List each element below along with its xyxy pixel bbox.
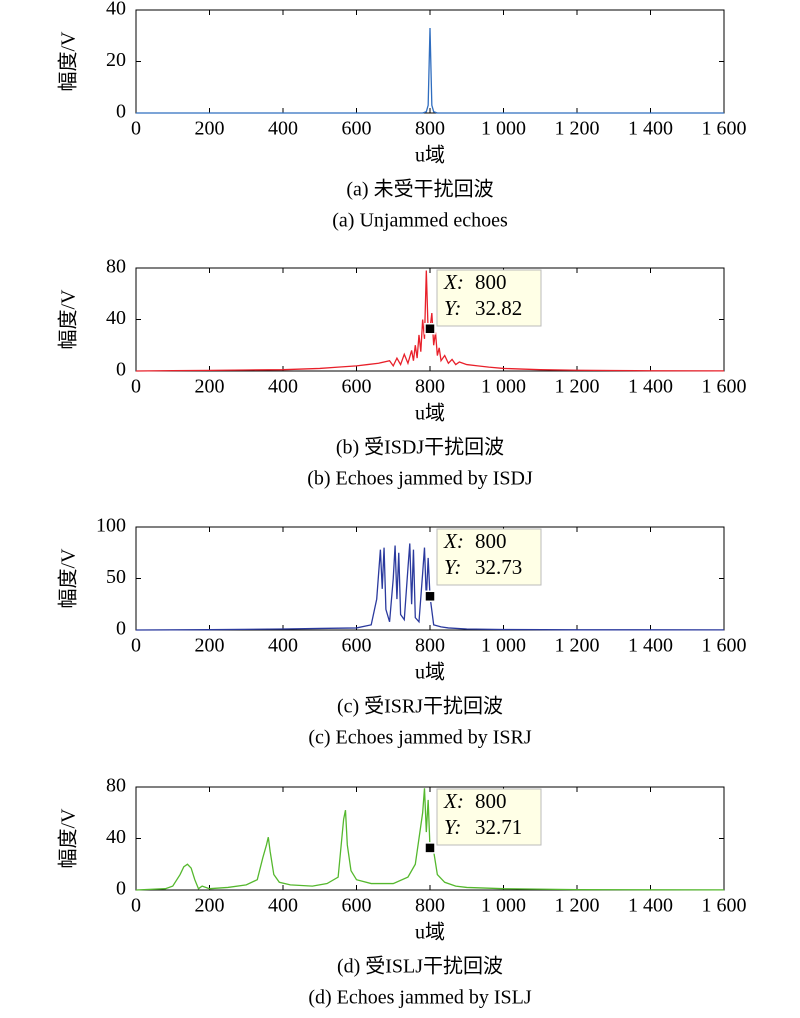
x-tick-label: 1 200 [555, 376, 600, 398]
x-tick-label: 1 600 [702, 895, 747, 917]
series-line [135, 270, 725, 372]
x-tick-label: 800 [415, 895, 445, 917]
x-tick-label: 1 400 [628, 376, 673, 398]
x-tick-label: 1 600 [702, 376, 747, 398]
caption: (d) 受ISLJ干扰回波 [337, 955, 503, 978]
x-tick-label: 600 [342, 118, 372, 140]
datatip-box [436, 788, 542, 846]
y-tick-label: 40 [106, 307, 126, 329]
datatip-label: Y: [444, 296, 461, 320]
datatip-label: Y: [444, 815, 461, 839]
x-tick-label: 1 000 [481, 635, 526, 657]
y-tick-label: 40 [106, 826, 126, 848]
y-axis-label: 幅度/V [57, 548, 80, 609]
datatip-value: 32.82 [475, 296, 522, 320]
x-tick-label: 600 [342, 376, 372, 398]
x-tick-label: 1 000 [481, 895, 526, 917]
x-tick-label: 1 600 [702, 635, 747, 657]
y-tick-label: 80 [106, 256, 126, 278]
y-axis-label: 幅度/V [57, 808, 80, 869]
datatip-label: X: [443, 789, 464, 813]
x-tick-label: 600 [342, 895, 372, 917]
x-axis-label: u域 [415, 661, 445, 684]
y-tick-label: 0 [116, 101, 126, 123]
subplot: 0 200 400 600 800 1 000 1 200 1 400 1 600 0 20 40 u域… [57, 0, 747, 232]
x-tick-label: 1 000 [481, 118, 526, 140]
x-tick-label: 200 [195, 895, 225, 917]
x-tick-label: 200 [195, 635, 225, 657]
datatip-box [436, 528, 542, 586]
datatip-value: 800 [475, 270, 507, 294]
x-tick-label: 1 600 [702, 118, 747, 140]
datatip-marker [424, 842, 436, 854]
x-tick-label: 0 [131, 895, 141, 917]
x-tick-label: 400 [268, 376, 298, 398]
series-line [135, 543, 725, 631]
x-tick-label: 400 [268, 895, 298, 917]
x-tick-label: 800 [415, 635, 445, 657]
caption-en: (a) Unjammed echoes [332, 210, 508, 232]
x-axis-label: u域 [415, 144, 445, 167]
x-tick-label: 1 200 [555, 635, 600, 657]
datatip-label: X: [443, 529, 464, 553]
x-tick-label: 0 [131, 376, 141, 398]
y-tick-label: 40 [106, 0, 126, 20]
x-tick-label: 800 [415, 118, 445, 140]
y-axis-label: 幅度/V [57, 31, 80, 92]
subplot: 0 200 400 600 800 1 000 1 200 1 400 1 600 0 40 80 u域… [57, 775, 747, 1009]
plot-frame [135, 526, 725, 631]
x-tick-label: 0 [131, 635, 141, 657]
x-tick-label: 1 000 [481, 376, 526, 398]
caption: (c) 受ISRJ干扰回波 [337, 695, 503, 718]
x-tick-label: 400 [268, 635, 298, 657]
x-axis-label: u域 [415, 402, 445, 425]
x-tick-label: 400 [268, 118, 298, 140]
plot-frame [135, 267, 725, 372]
datatip-value: 800 [475, 529, 507, 553]
x-tick-label: 600 [342, 635, 372, 657]
datatip-marker [424, 590, 436, 603]
datatip-label: X: [443, 270, 464, 294]
datatip-label: Y: [444, 555, 461, 579]
x-tick-label: 1 400 [628, 895, 673, 917]
x-tick-label: 800 [415, 376, 445, 398]
subplot: 0 200 400 600 800 1 000 1 200 1 400 1 600 0 40 80 u域… [57, 256, 747, 490]
plot-frame [135, 9, 725, 114]
datatip-value: 32.73 [475, 555, 522, 579]
x-tick-label: 1 400 [628, 635, 673, 657]
x-tick-label: 200 [195, 118, 225, 140]
datatip-value: 32.71 [475, 815, 522, 839]
x-tick-label: 1 400 [628, 118, 673, 140]
caption: (a) 未受干扰回波 [346, 178, 493, 201]
datatip-marker [424, 322, 436, 335]
caption-en: (b) Echoes jammed by ISDJ [307, 468, 533, 490]
y-tick-label: 80 [106, 775, 126, 797]
y-tick-label: 50 [106, 566, 126, 588]
x-tick-label: 200 [195, 376, 225, 398]
y-tick-label: 0 [116, 618, 126, 640]
datatip-box [436, 269, 542, 327]
y-tick-label: 0 [116, 878, 126, 900]
caption-en: (c) Echoes jammed by ISRJ [308, 727, 531, 749]
caption: (b) 受ISDJ干扰回波 [336, 436, 504, 459]
y-tick-label: 0 [116, 359, 126, 381]
y-tick-label: 20 [106, 49, 126, 71]
x-axis-label: u域 [415, 921, 445, 944]
x-tick-label: 1 200 [555, 118, 600, 140]
x-tick-label: 1 200 [555, 895, 600, 917]
caption-en: (d) Echoes jammed by ISLJ [308, 987, 531, 1009]
y-axis-label: 幅度/V [57, 289, 80, 350]
subplot: 0 200 400 600 800 1 000 1 200 1 400 1 600 0 50 100 u… [57, 515, 747, 749]
series-line [136, 28, 724, 114]
datatip-value: 800 [475, 789, 507, 813]
y-tick-label: 100 [96, 515, 126, 537]
x-tick-label: 0 [131, 118, 141, 140]
